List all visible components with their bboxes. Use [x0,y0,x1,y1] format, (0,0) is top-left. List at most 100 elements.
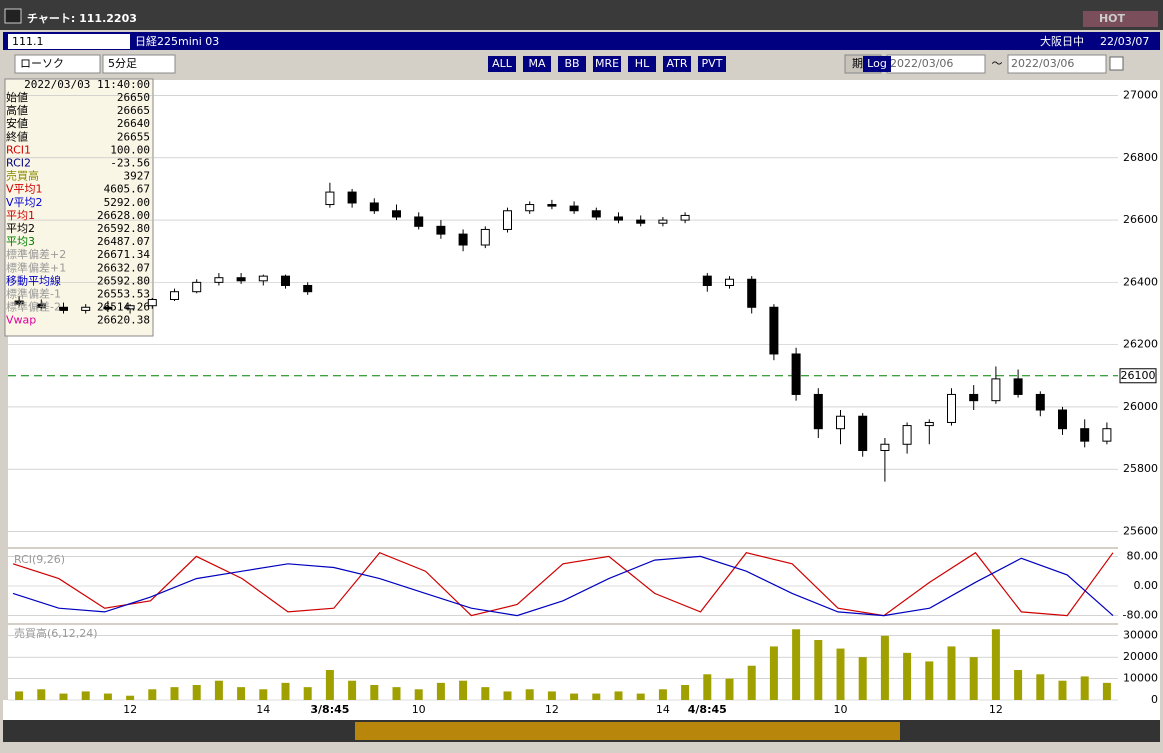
volume-bar [370,685,379,700]
info-value: -23.56 [110,157,150,170]
tool-button[interactable] [593,56,621,72]
volume-bar [414,689,423,700]
interval-combo[interactable] [102,54,176,74]
tool-button[interactable] [663,56,691,72]
candle-body [991,378,1001,402]
info-label: 標準偏差+1 [6,260,66,274]
candle-body [791,353,801,395]
volume-bar [925,661,934,700]
candle-body [125,305,135,310]
candle-body [392,210,401,218]
candle-body [192,281,202,293]
volume-bar [81,691,90,700]
candle-body [347,191,357,204]
x-tick-label: 4/8:45 [688,703,727,716]
volume-bar [991,629,1000,700]
info-value: 26487.07 [97,235,150,248]
candle-body [480,228,490,246]
candle-body [547,204,557,207]
info-label: 平均2 [6,222,35,235]
candle-body [680,214,690,221]
y-tick-label: 25600 [1123,524,1158,537]
right-axis [1118,80,1160,700]
info-label: 移動平均線 [6,273,61,287]
candle-body [503,210,512,230]
volume-bar [858,657,867,700]
tool-button[interactable] [698,56,726,72]
pane-title: RCI(9,26) [14,553,65,566]
market: 大阪日中 [1040,34,1084,48]
tool-button[interactable] [558,56,586,72]
volume-bar [348,680,357,700]
info-panel [4,78,154,337]
tool-button-label: ALL [492,57,513,70]
candle-body [591,210,601,218]
window-title: チャート: 111.2203 [27,12,137,25]
volume-bar [636,693,645,700]
volume-bar [681,685,690,700]
candle-body [569,205,579,212]
volume-bar [769,646,778,700]
volume-bar [592,693,601,700]
tool-button[interactable] [628,56,656,72]
candle-body [702,275,712,286]
volume-bar [969,657,978,700]
x-tick-label: 12 [545,703,559,716]
volume-bar [703,674,712,700]
y-tick-label: 26400 [1123,275,1158,288]
volume-bar [725,678,734,700]
candle-body [658,219,668,224]
candle-body [636,219,646,224]
info-label: 始値 [6,90,28,104]
candle-body [902,425,912,445]
tool-button[interactable] [488,56,516,72]
info-value: 26592.80 [97,222,150,235]
volume-bar [237,687,246,700]
volume-bar [1036,674,1045,700]
candle-body [880,443,890,451]
volume-bar [792,629,801,700]
volume-bar [903,652,912,700]
tool-button[interactable] [863,56,891,72]
volume-bar [1080,676,1089,700]
volume-bar [59,693,68,700]
candle-body [436,225,446,235]
candle-body [525,204,535,212]
info-value: 26650 [117,91,150,104]
info-label: 終値 [6,129,28,143]
info-value: 26665 [117,104,150,117]
candle-body [458,233,468,246]
x-tick-label: 14 [656,703,670,716]
volume-bar [392,687,401,700]
hot-button[interactable] [1083,11,1158,27]
rci-line [12,551,1114,617]
scroll-thumb[interactable] [355,722,900,740]
y-tick-label: 0.00 [1134,579,1159,592]
info-label: 標準偏差-1 [6,287,61,301]
candle-body [1058,409,1067,430]
info-value: 26553.53 [97,288,150,301]
reference-tag [1119,368,1157,384]
volume-bar [37,689,46,700]
style-combo[interactable] [14,54,101,74]
x-tick-label: 14 [256,703,270,716]
volume-bar [1014,670,1023,700]
tool-button-label: Log [867,57,887,70]
info-value: 4605.67 [104,183,150,196]
volume-bar [15,691,24,700]
tool-button-label: MA [528,57,545,70]
info-label: 売買高 [6,169,39,183]
candle-body [769,306,779,355]
chart-style: ローソク [20,57,64,70]
checkbox[interactable] [1109,56,1124,71]
info-value: 5292.00 [104,196,150,209]
to-field[interactable] [1007,54,1107,74]
info-label: 標準偏差+2 [6,247,66,261]
code-combo[interactable] [8,34,130,49]
volume-bar [436,682,445,700]
y-tick-label: 30000 [1123,629,1158,642]
candle-body [369,202,379,212]
y-tick-label: 26800 [1123,151,1158,164]
tool-button[interactable] [523,56,551,72]
